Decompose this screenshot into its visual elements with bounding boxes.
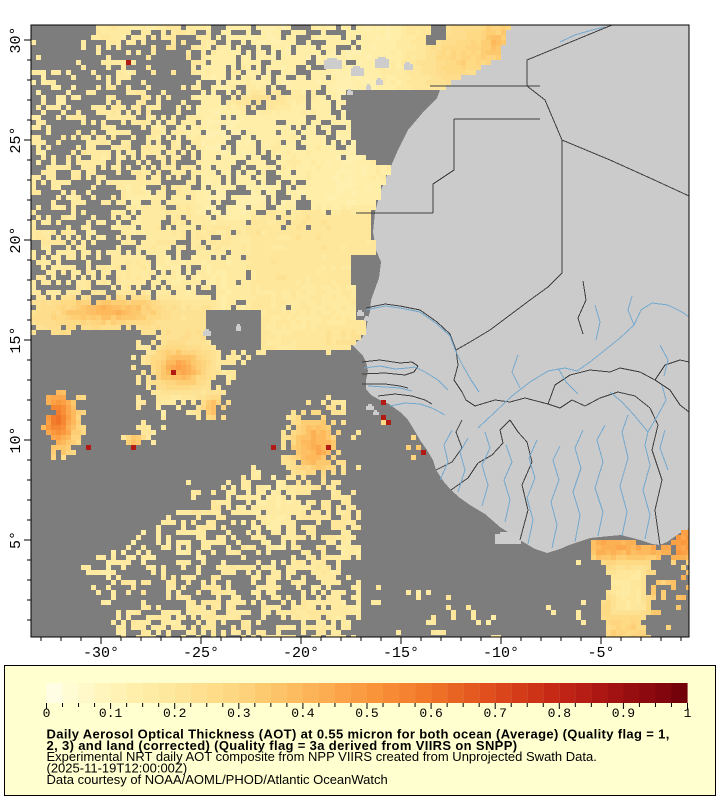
svg-text:-15°: -15° [383, 645, 419, 662]
svg-text:(2025-11-19T12:00:00Z): (2025-11-19T12:00:00Z) [47, 761, 188, 776]
svg-text:Daily Aerosol Optical Thicknes: Daily Aerosol Optical Thickness (AOT) at… [47, 727, 670, 742]
svg-text:-20°: -20° [283, 645, 319, 662]
svg-text:1: 1 [684, 706, 692, 721]
svg-text:0.7: 0.7 [483, 706, 506, 721]
svg-text:-25°: -25° [183, 645, 219, 662]
svg-text:0: 0 [43, 706, 51, 721]
svg-text:30°: 30° [8, 26, 25, 53]
svg-text:25°: 25° [8, 126, 25, 153]
svg-text:20°: 20° [8, 226, 25, 253]
svg-text:-30°: -30° [83, 645, 119, 662]
svg-text:0.5: 0.5 [355, 706, 378, 721]
svg-text:5°: 5° [8, 531, 25, 549]
svg-text:15°: 15° [8, 326, 25, 353]
svg-text:0.8: 0.8 [548, 706, 571, 721]
svg-text:0.2: 0.2 [163, 706, 186, 721]
svg-text:2, 3) and land (corrected) (Qu: 2, 3) and land (corrected) (Quality flag… [47, 738, 518, 753]
svg-text:10°: 10° [8, 426, 25, 453]
svg-text:-10°: -10° [483, 645, 519, 662]
svg-text:Experimental NRT daily AOT com: Experimental NRT daily AOT composite fro… [47, 749, 597, 764]
svg-text:0.9: 0.9 [612, 706, 635, 721]
svg-text:0.3: 0.3 [227, 706, 250, 721]
svg-text:0.1: 0.1 [99, 706, 123, 721]
svg-text:0.4: 0.4 [291, 706, 315, 721]
svg-text:0.6: 0.6 [419, 706, 442, 721]
svg-text:-5°: -5° [587, 645, 614, 662]
svg-text:Data courtesy of NOAA/AOML/PHO: Data courtesy of NOAA/AOML/PHOD/Atlantic… [47, 772, 388, 787]
